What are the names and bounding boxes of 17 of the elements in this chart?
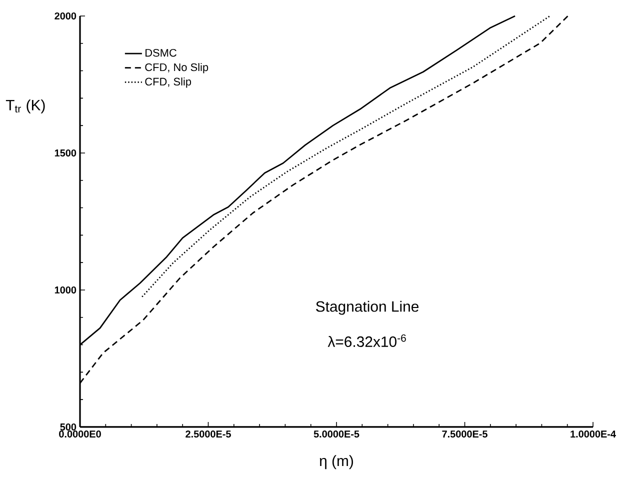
legend-label: CFD, No Slip: [145, 63, 208, 74]
y-tick-label: 500: [60, 423, 76, 431]
line-series: [141, 15, 551, 298]
y-tick-label: 2000: [54, 12, 76, 20]
y-axis-title: T$_{tr}$ (K): [6, 99, 45, 114]
annotation: Stagnation Line: [316, 300, 419, 315]
x-tick-label: 5.0000E-5: [314, 430, 360, 438]
x-tick-label: 2.5000E-5: [186, 430, 231, 438]
legend-label: CFD, Slip: [145, 77, 192, 88]
y-tick-label: 1000: [54, 286, 76, 294]
x-tick-label: 1.0000E-4: [570, 430, 616, 438]
annotation: λ=6.32x10$^{-6}$: [328, 334, 406, 347]
y-tick-label: 1500: [54, 149, 76, 157]
legend-label: DSMC: [146, 48, 176, 57]
x-tick-label: 7.5000E-5: [442, 430, 488, 438]
x-axis-title: η (m): [320, 455, 353, 470]
x-tick-label: 0.0000E0: [59, 430, 101, 438]
